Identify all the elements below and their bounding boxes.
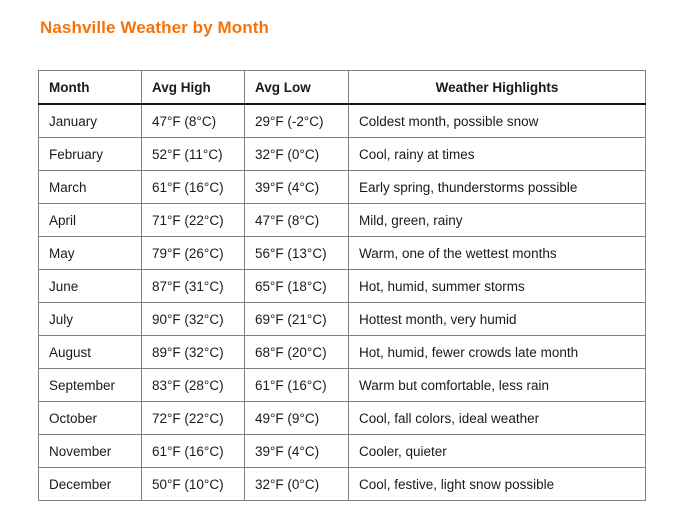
avg-high-cell: 61°F (16°C)	[141, 434, 245, 468]
month-cell: September	[38, 368, 142, 402]
avg-high-cell: 89°F (32°C)	[141, 335, 245, 369]
avg-low-cell: 39°F (4°C)	[244, 170, 349, 204]
highlights-cell: Cool, festive, light snow possible	[348, 467, 646, 501]
table-row: September 83°F (28°C) 61°F (16°C) Warm but …	[38, 368, 646, 402]
highlights-cell: Warm but comfortable, less rain	[348, 368, 646, 402]
month-cell: August	[38, 335, 142, 369]
highlights-cell: Cooler, quieter	[348, 434, 646, 468]
avg-low-cell: 32°F (0°C)	[244, 137, 349, 171]
table-row: March 61°F (16°C) 39°F (4°C) Early spring, …	[38, 170, 646, 204]
highlights-cell: Warm, one of the wettest months	[348, 236, 646, 270]
month-cell: January	[38, 103, 142, 138]
month-cell: December	[38, 467, 142, 501]
table-row: December 50°F (10°C) 32°F (0°C) Cool, festi…	[38, 467, 646, 501]
avg-low-cell: 68°F (20°C)	[244, 335, 349, 369]
avg-low-cell: 32°F (0°C)	[244, 467, 349, 501]
highlights-cell: Hot, humid, fewer crowds late month	[348, 335, 646, 369]
avg-low-cell: 61°F (16°C)	[244, 368, 349, 402]
table-row: January 47°F (8°C) 29°F (-2°C) Coldest mont…	[38, 103, 646, 138]
month-cell: November	[38, 434, 142, 468]
avg-low-cell: 56°F (13°C)	[244, 236, 349, 270]
column-header-highlights: Weather Highlights	[348, 70, 646, 105]
table-row: July 90°F (32°C) 69°F (21°C) Hottest month,…	[38, 302, 646, 336]
avg-low-cell: 39°F (4°C)	[244, 434, 349, 468]
month-cell: July	[38, 302, 142, 336]
avg-high-cell: 83°F (28°C)	[141, 368, 245, 402]
table-body: January 47°F (8°C) 29°F (-2°C) Coldest mont…	[38, 103, 646, 501]
avg-low-cell: 29°F (-2°C)	[244, 103, 349, 138]
avg-high-cell: 87°F (31°C)	[141, 269, 245, 303]
column-header-month: Month	[38, 70, 142, 105]
month-cell: March	[38, 170, 142, 204]
highlights-cell: Hot, humid, summer storms	[348, 269, 646, 303]
table-row: November 61°F (16°C) 39°F (4°C) Cooler, qui…	[38, 434, 646, 468]
avg-low-cell: 49°F (9°C)	[244, 401, 349, 435]
avg-high-cell: 61°F (16°C)	[141, 170, 245, 204]
month-cell: June	[38, 269, 142, 303]
month-cell: February	[38, 137, 142, 171]
month-cell: April	[38, 203, 142, 237]
avg-high-cell: 90°F (32°C)	[141, 302, 245, 336]
avg-low-cell: 65°F (18°C)	[244, 269, 349, 303]
highlights-cell: Mild, green, rainy	[348, 203, 646, 237]
table-row: August 89°F (32°C) 68°F (20°C) Hot, humid, …	[38, 335, 646, 369]
table-row: October 72°F (22°C) 49°F (9°C) Cool, fall c…	[38, 401, 646, 435]
avg-high-cell: 52°F (11°C)	[141, 137, 245, 171]
page-title: Nashville Weather by Month	[40, 18, 269, 37]
table-row: June 87°F (31°C) 65°F (18°C) Hot, humid, su…	[38, 269, 646, 303]
avg-high-cell: 79°F (26°C)	[141, 236, 245, 270]
avg-high-cell: 71°F (22°C)	[141, 203, 245, 237]
highlights-cell: Cool, rainy at times	[348, 137, 646, 171]
table-row: February 52°F (11°C) 32°F (0°C) Cool, rainy…	[38, 137, 646, 171]
highlights-cell: Early spring, thunderstorms possible	[348, 170, 646, 204]
table-row: May 79°F (26°C) 56°F (13°C) Warm, one of th…	[38, 236, 646, 270]
weather-table: Month Avg High Avg Low Weather Highlight…	[38, 70, 646, 501]
highlights-cell: Cool, fall colors, ideal weather	[348, 401, 646, 435]
header-row: Month Avg High Avg Low Weather Highlight…	[38, 70, 646, 105]
avg-high-cell: 47°F (8°C)	[141, 103, 245, 138]
column-header-avg-high: Avg High	[141, 70, 245, 105]
column-header-avg-low: Avg Low	[244, 70, 349, 105]
avg-high-cell: 50°F (10°C)	[141, 467, 245, 501]
highlights-cell: Coldest month, possible snow	[348, 103, 646, 138]
avg-low-cell: 47°F (8°C)	[244, 203, 349, 237]
avg-high-cell: 72°F (22°C)	[141, 401, 245, 435]
table-row: April 71°F (22°C) 47°F (8°C) Mild, green, r…	[38, 203, 646, 237]
avg-low-cell: 69°F (21°C)	[244, 302, 349, 336]
month-cell: May	[38, 236, 142, 270]
month-cell: October	[38, 401, 142, 435]
highlights-cell: Hottest month, very humid	[348, 302, 646, 336]
